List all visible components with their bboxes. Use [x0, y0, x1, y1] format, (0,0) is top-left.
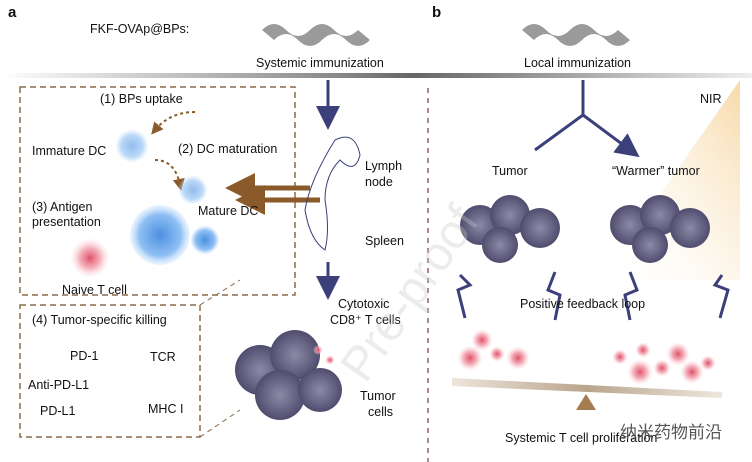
- bp-sheet-icon: [522, 24, 630, 46]
- dc-process-box: [19, 86, 296, 296]
- panel-label-b: b: [432, 4, 442, 21]
- systemic-immunization-label: Systemic immunization: [256, 56, 384, 70]
- panel-label-a: a: [8, 4, 17, 21]
- proliferation-label: Systemic T cell proliferation: [505, 431, 658, 445]
- tumor-cluster-warmer: [610, 195, 710, 263]
- step-bps-uptake: (1) BPs uptake: [100, 92, 183, 106]
- fulcrum: [576, 394, 596, 410]
- lymph-spleen-icon: [304, 136, 361, 251]
- maturing-dc: [179, 176, 207, 204]
- tcr-label: TCR: [150, 350, 176, 364]
- tumor-cluster-left: [460, 195, 560, 263]
- cytotoxic-label: Cytotoxic: [338, 297, 390, 311]
- mature-dc-label: Mature DC: [198, 204, 259, 218]
- lymph-label: Lymph: [365, 159, 403, 173]
- killing-box: [19, 304, 201, 438]
- step-antigen: (3) Antigen: [32, 200, 93, 214]
- step-dc-maturation: (2) DC maturation: [178, 142, 278, 156]
- warmer-tumor-label: “Warmer” tumor: [612, 164, 700, 178]
- feedback-loop-label: Positive feedback loop: [520, 297, 646, 311]
- t-cells-right: [612, 342, 716, 385]
- balance-beam: [452, 378, 722, 398]
- mature-dc: [130, 205, 190, 265]
- immature-dc-label: Immature DC: [32, 144, 107, 158]
- pdl1-label: PD-L1: [40, 404, 76, 418]
- t-cells-left: [457, 329, 530, 371]
- anti-pdl1-label: Anti-PD-L1: [28, 378, 90, 392]
- formulation-label: FKF-OVAp@BPs:: [90, 22, 190, 36]
- step-antigen-2: presentation: [32, 215, 101, 229]
- local-immunization-label: Local immunization: [524, 56, 631, 70]
- cells-label: cells: [368, 405, 394, 419]
- tumor-cluster: [235, 330, 342, 420]
- naive-t-cell: [70, 238, 110, 278]
- bp-sheet-icon: [262, 24, 370, 46]
- node-label: node: [365, 175, 393, 189]
- naive-t-cell-label: Naive T cell: [62, 283, 127, 297]
- immature-dc: [116, 130, 148, 162]
- mhc-label: MHC I: [148, 402, 184, 416]
- step-tumor-killing: (4) Tumor-specific killing: [32, 313, 167, 327]
- source-watermark: 纳米药物前沿: [620, 423, 722, 442]
- nir-label: NIR: [700, 92, 722, 106]
- cd8-label: CD8⁺ T cells: [330, 313, 401, 327]
- nir-beam: [600, 80, 740, 280]
- divider-bar: [0, 73, 752, 78]
- tumor-label-right: Tumor: [492, 164, 528, 178]
- pd1-label: PD-1: [70, 349, 99, 363]
- tumor-label: Tumor: [360, 389, 396, 403]
- spleen-label: Spleen: [365, 234, 404, 248]
